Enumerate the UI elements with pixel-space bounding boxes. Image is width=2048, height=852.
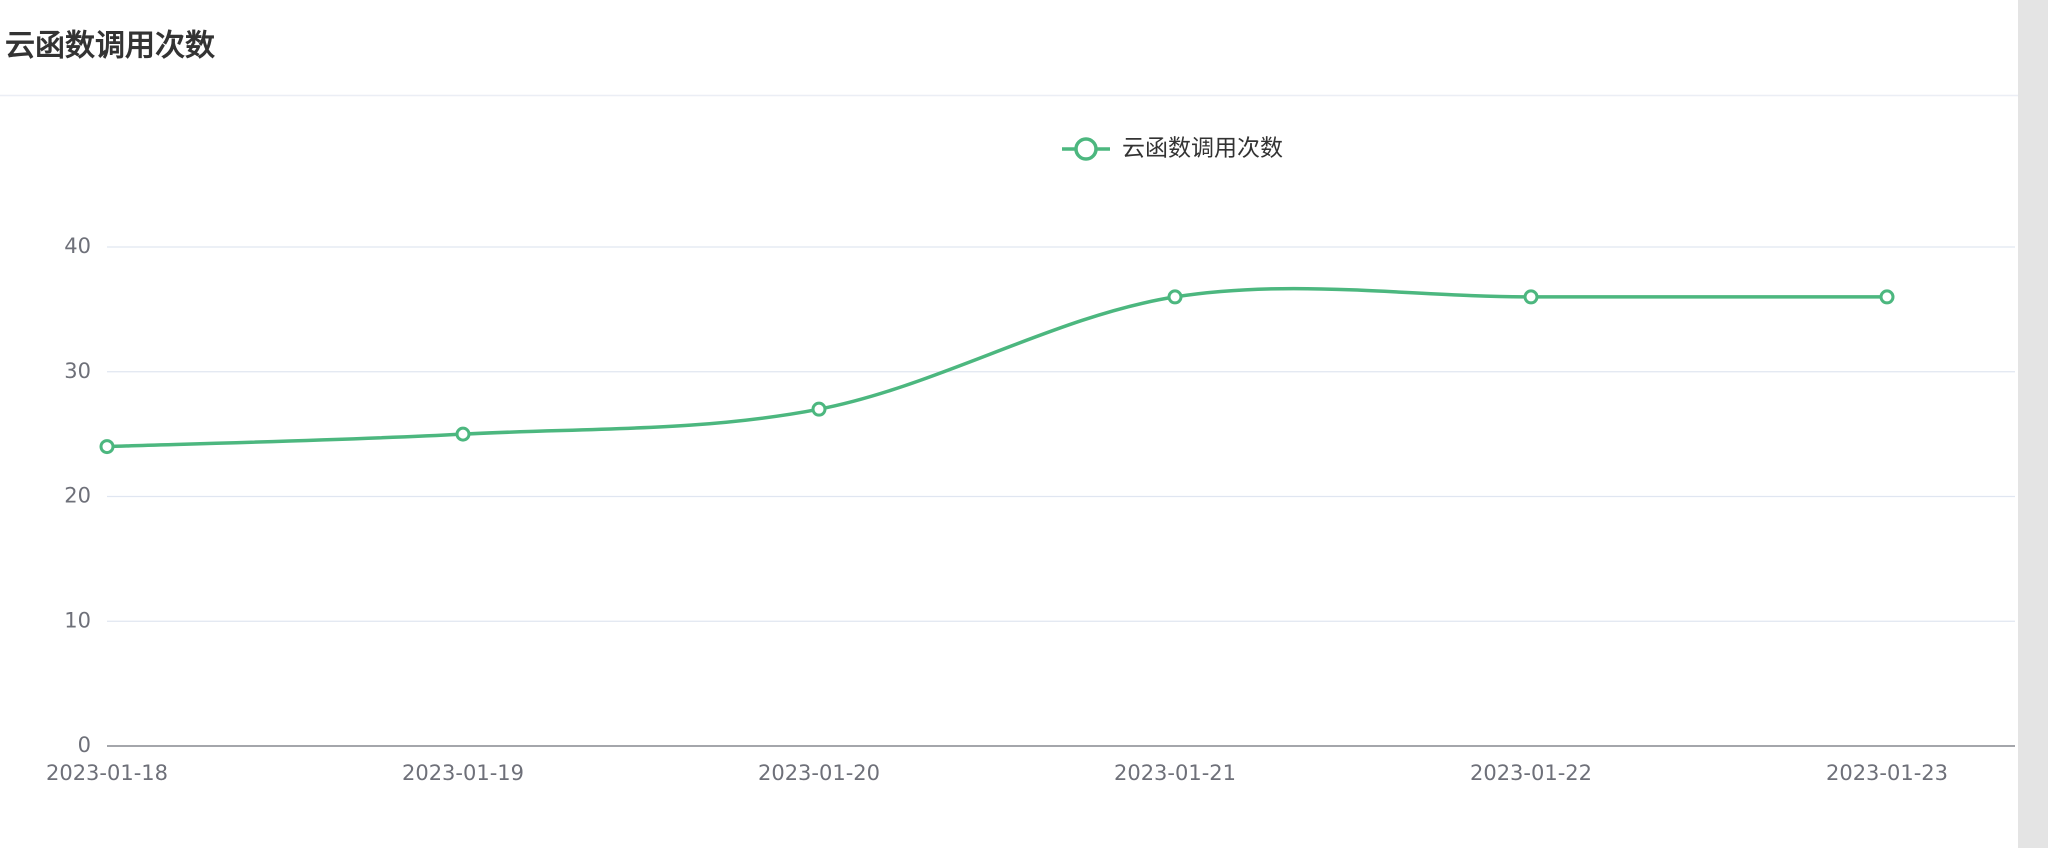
- data-point: [811, 401, 827, 417]
- y-tick-label: 0: [78, 733, 91, 757]
- data-point: [1879, 289, 1895, 305]
- x-tick-label: 2023-01-22: [1470, 761, 1592, 785]
- data-point: [99, 439, 115, 455]
- y-tick-label: 40: [64, 234, 91, 258]
- x-tick-label: 2023-01-20: [758, 761, 880, 785]
- panel-title: 云函数调用次数: [5, 29, 216, 64]
- y-tick-label: 10: [64, 608, 91, 632]
- data-point: [1167, 289, 1183, 305]
- x-tick-label: 2023-01-18: [46, 761, 168, 785]
- data-point: [1523, 289, 1539, 305]
- y-tick-label: 20: [64, 484, 91, 508]
- legend-label: 云函数调用次数: [1122, 136, 1283, 162]
- y-tick-label: 30: [64, 359, 91, 383]
- x-tick-label: 2023-01-23: [1826, 761, 1948, 785]
- data-point: [455, 426, 471, 442]
- scrollbar-track: [2018, 0, 2048, 848]
- legend-symbol: [1074, 137, 1098, 161]
- series-line: [106, 286, 1887, 449]
- x-tick-label: 2023-01-19: [402, 761, 524, 785]
- x-tick-label: 2023-01-21: [1114, 761, 1236, 785]
